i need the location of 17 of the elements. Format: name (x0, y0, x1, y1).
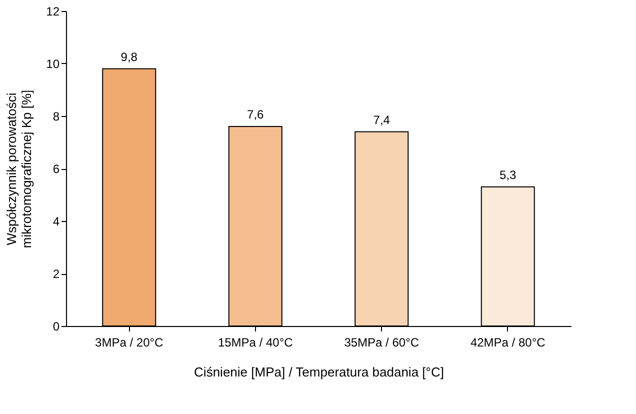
y-tick-label: 0 (52, 320, 60, 334)
x-tick-label: 15MPa / 40°C (218, 336, 294, 350)
data-label: 7,6 (247, 108, 264, 122)
y-tick-label: 4 (52, 214, 60, 228)
y-axis-title: Współczynnik porowatości mikrotomograficznej Kp [%] (4, 90, 34, 248)
y-tick-label: 8 (52, 110, 60, 124)
x-tick-label: 3MPa / 20°C (95, 336, 164, 350)
y-tick-label: 6 (52, 162, 60, 176)
x-tick-label: 42MPa / 80°C (470, 336, 546, 350)
x-axis-title: Ciśnienie [MPa] / Temperatura badania [°C] (194, 364, 444, 380)
y-tick-label: 10 (46, 57, 60, 71)
x-tick-label: 35MPa / 60°C (344, 336, 420, 350)
y-tick-label: 2 (52, 267, 60, 281)
data-label: 9,8 (120, 50, 138, 64)
data-label: 5,3 (500, 168, 517, 182)
y-tick-label: 12 (46, 4, 60, 18)
data-label: 7,4 (373, 112, 390, 127)
